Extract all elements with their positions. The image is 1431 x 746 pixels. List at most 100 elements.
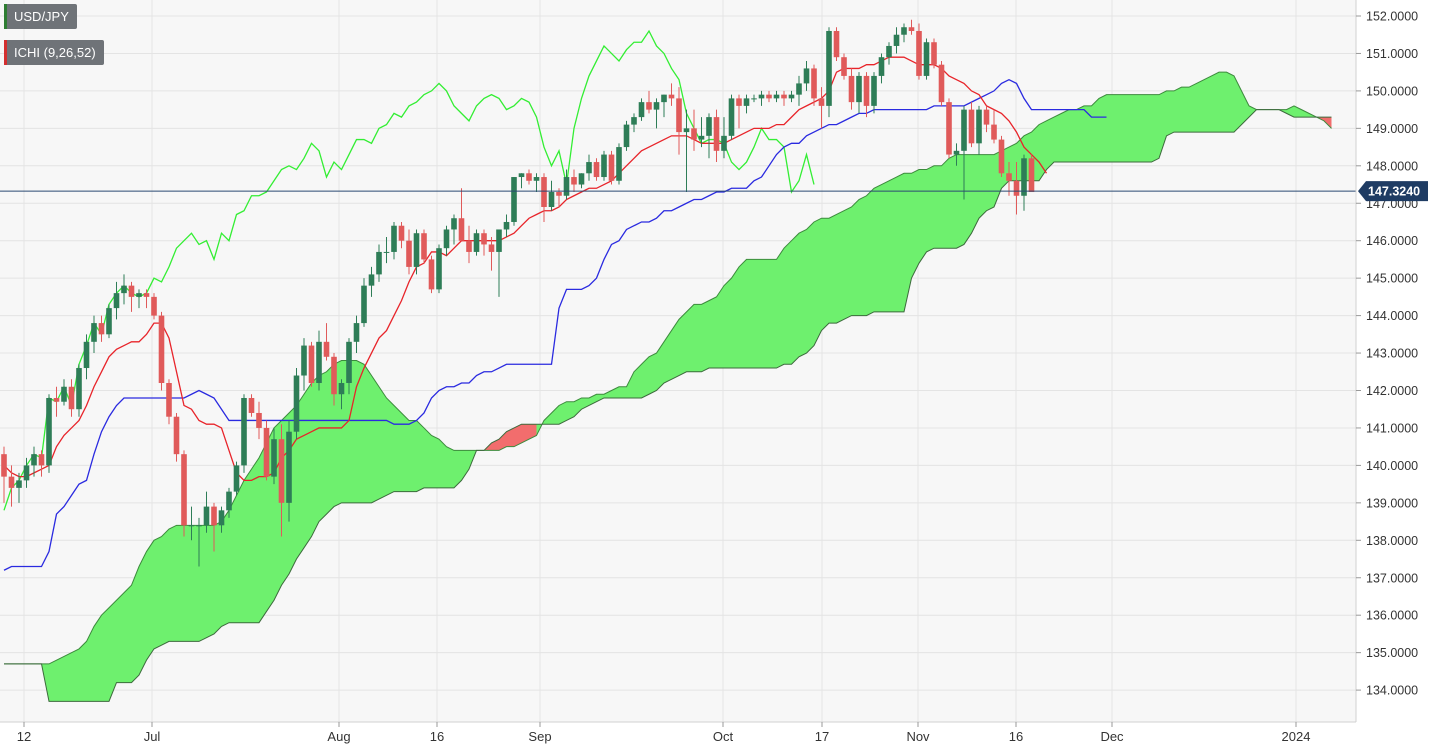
candle-up — [113, 281, 120, 320]
y-tick-label: 146.0000 — [1366, 234, 1418, 248]
candle-body — [278, 439, 285, 503]
candle-body — [241, 397, 247, 466]
candle-body — [91, 323, 97, 342]
candle-down — [466, 225, 472, 264]
candle-up — [631, 113, 637, 133]
candle-down — [938, 60, 945, 106]
candle-body — [413, 233, 420, 267]
y-tick-label: 140.0000 — [1366, 459, 1418, 473]
candle-body — [638, 102, 645, 118]
candle-up — [496, 229, 502, 297]
candle-down — [593, 158, 600, 181]
candle-up — [661, 94, 667, 118]
candle-body — [908, 27, 915, 31]
x-tick-label: Sep — [528, 729, 551, 744]
candle-up — [271, 427, 277, 485]
candle-body — [751, 98, 757, 100]
candle-up — [683, 109, 690, 193]
candle-down — [766, 90, 772, 103]
bearish-cloud-segment — [484, 424, 537, 451]
candle-down — [308, 341, 315, 387]
candle-up — [83, 334, 90, 380]
time-axis[interactable]: 12 Jul Aug 16 Sep Oct 17 Nov 16 Dec 2024 — [0, 721, 1356, 744]
candle-up — [878, 53, 885, 84]
candle-up — [218, 506, 225, 533]
candle-up — [226, 487, 232, 518]
ichimoku-cloud — [4, 71, 1332, 702]
candle-up — [743, 94, 750, 114]
candle-down — [668, 83, 675, 106]
candle-down — [1013, 162, 1020, 215]
candle-up — [368, 266, 375, 297]
candle-down — [406, 229, 412, 275]
indicator-color-marker — [4, 40, 7, 65]
candle-body — [758, 94, 765, 99]
candle-body — [698, 135, 705, 140]
candle-body — [841, 57, 847, 76]
candle-body — [916, 30, 922, 76]
candle-body — [676, 98, 682, 133]
candle-up — [586, 154, 592, 181]
candle-body — [68, 386, 75, 410]
price-axis[interactable]: 134.0000 135.0000 136.0000 137.0000 138.0000… — [1355, 0, 1428, 722]
candle-body — [46, 397, 52, 466]
candle-body — [706, 117, 712, 136]
candlestick-series[interactable] — [1, 19, 1035, 567]
candle-up — [376, 244, 382, 282]
candle-body — [53, 397, 60, 402]
symbol-legend[interactable]: USD/JPY — [4, 4, 77, 29]
candle-body — [961, 109, 967, 151]
candle-up — [796, 75, 802, 106]
candle-body — [886, 45, 892, 58]
candle-body — [601, 154, 607, 178]
x-tick-label: 12 — [17, 729, 31, 744]
candle-body — [781, 94, 787, 99]
candle-up — [826, 27, 832, 118]
candle-body — [218, 510, 225, 526]
x-tick-label: Oct — [713, 729, 734, 744]
candle-body — [901, 27, 907, 35]
candle-body — [773, 94, 780, 99]
candle-body — [301, 345, 307, 376]
candle-body — [248, 397, 255, 413]
candle-body — [796, 83, 802, 95]
candle-body — [593, 162, 600, 178]
candle-up — [383, 236, 390, 264]
y-tick-label: 145.0000 — [1366, 272, 1418, 286]
candle-body — [488, 244, 495, 252]
candle-body — [106, 308, 112, 335]
candle-down — [53, 386, 60, 417]
symbol-label: USD/JPY — [14, 9, 69, 24]
y-tick-label: 142.0000 — [1366, 384, 1418, 398]
candle-down — [646, 90, 652, 114]
candle-body — [166, 383, 172, 417]
candle-body — [398, 225, 405, 241]
candle-up — [61, 379, 67, 406]
candle-body — [931, 42, 937, 65]
candle-body — [8, 476, 15, 488]
candle-up — [196, 517, 202, 567]
candle-down — [8, 465, 15, 507]
candle-body — [968, 109, 975, 144]
candle-body — [631, 117, 637, 125]
y-tick-label: 144.0000 — [1366, 309, 1418, 323]
candle-down — [818, 87, 825, 129]
candle-down — [736, 94, 742, 129]
candle-down — [811, 64, 817, 106]
candle-body — [143, 293, 150, 297]
candle-up — [76, 364, 82, 417]
candle-up — [856, 72, 862, 114]
senkou-span-b-line — [4, 109, 1332, 702]
indicator-legend[interactable]: ICHI (9,26,52) — [4, 40, 104, 65]
bearish-cloud-segment — [1316, 117, 1332, 129]
candle-up — [503, 214, 510, 237]
candle-up — [518, 173, 525, 189]
candle-body — [661, 94, 667, 103]
candle-up — [188, 506, 195, 541]
candle-down — [541, 173, 547, 222]
candle-down — [421, 229, 427, 264]
y-tick-label: 148.0000 — [1366, 159, 1418, 173]
candle-down — [151, 293, 157, 320]
candle-down — [526, 169, 532, 185]
